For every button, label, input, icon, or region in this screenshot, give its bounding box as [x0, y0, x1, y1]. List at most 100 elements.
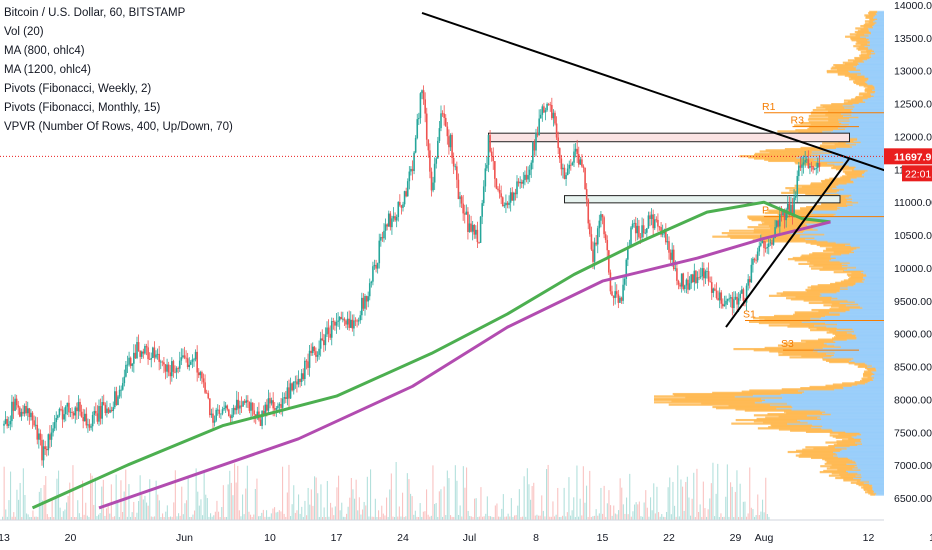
vpvr-bar-up	[828, 119, 850, 122]
vpvr-bar-down	[835, 241, 884, 244]
candle	[710, 282, 713, 293]
volume-bar	[378, 510, 380, 520]
pivot-label-s1: S1	[743, 309, 756, 321]
candle	[413, 152, 415, 172]
volume-bar	[259, 515, 261, 520]
volume-bar	[352, 489, 354, 520]
vpvr-bar-up	[728, 404, 792, 407]
vpvr-bar-up	[760, 240, 828, 243]
vpvr-bar-down	[819, 318, 884, 321]
legend-indicator-pivots-weekly[interactable]: Pivots (Fibonacci, Weekly, 2)	[4, 83, 152, 95]
volume-bar	[688, 497, 690, 520]
vpvr-bar-down	[832, 129, 884, 132]
volume-bar	[147, 505, 149, 520]
volume-bar	[90, 473, 92, 520]
candle	[38, 433, 40, 440]
vpvr-bar-down	[852, 197, 884, 200]
vpvr-bar-down	[834, 163, 884, 166]
vpvr-bar-down	[870, 50, 884, 54]
volume-bar	[133, 501, 135, 520]
vpvr-bar-down	[868, 37, 884, 41]
zone-rectangle-2[interactable]	[564, 195, 841, 204]
vpvr-bar-down	[851, 384, 884, 387]
ma-1200-line[interactable]	[98, 220, 831, 510]
vpvr-bar-down	[837, 323, 884, 326]
vpvr-bar-down	[800, 234, 884, 237]
candle	[532, 141, 534, 163]
volume-bar	[138, 501, 140, 520]
vpvr-bar-up	[856, 82, 868, 86]
vpvr-bar-down	[876, 13, 884, 16]
volume-bar	[211, 516, 213, 520]
vpvr-bar-up	[810, 287, 848, 290]
candle	[321, 338, 324, 341]
vpvr-bar-up	[814, 204, 848, 208]
vpvr-bar-up	[784, 148, 821, 151]
vpvr-bar-down	[870, 30, 884, 34]
candle	[764, 247, 767, 249]
candle	[226, 405, 229, 410]
candle	[424, 99, 426, 114]
candle	[34, 424, 37, 426]
candle	[676, 268, 678, 281]
volume-bar	[382, 513, 384, 520]
vpvr-bar-down	[839, 286, 884, 289]
legend-indicator-pivots-monthly[interactable]: Pivots (Fibonacci, Monthly, 15)	[4, 102, 161, 114]
volume-bar	[336, 487, 338, 520]
candle	[513, 192, 515, 201]
vpvr-bar-up	[833, 443, 858, 447]
vpvr-bar-up	[789, 189, 840, 192]
candle	[270, 400, 273, 404]
vpvr-bar-down	[839, 260, 884, 263]
vpvr-bar-down	[833, 214, 884, 217]
trendline-2[interactable]	[725, 157, 851, 328]
candle	[384, 224, 387, 231]
volume-bar	[174, 470, 176, 520]
legend-indicator-ma1200[interactable]: MA (1200, ohlc4)	[4, 64, 91, 76]
candle	[809, 165, 811, 169]
candle	[753, 258, 756, 260]
volume-bar	[533, 482, 535, 520]
ma-800-line[interactable]	[31, 200, 831, 510]
volume-bar	[102, 479, 104, 520]
volume-bar	[408, 479, 410, 520]
candle	[506, 202, 509, 205]
candle	[454, 166, 457, 168]
vpvr-bar-up	[850, 37, 869, 41]
candle	[261, 411, 263, 426]
vpvr-bar-up	[854, 363, 867, 366]
candle	[107, 408, 110, 413]
vpvr-bar-up	[809, 253, 842, 256]
volume-bar	[619, 478, 621, 520]
vpvr-bar-up	[843, 269, 864, 273]
vpvr-bar-down	[857, 138, 884, 141]
vpvr-bar-up	[842, 175, 865, 178]
candle	[622, 284, 624, 301]
legend-symbol-title[interactable]: Bitcoin / U.S. Dollar, 60, BITSTAMP	[4, 7, 186, 19]
candle	[403, 191, 406, 205]
vpvr-bar-down	[857, 472, 884, 475]
vpvr-bar-down	[834, 388, 884, 391]
candle	[152, 347, 154, 358]
candle	[98, 406, 100, 422]
candle	[718, 292, 721, 301]
volume-bar	[32, 510, 34, 520]
x-tick-label: 13	[0, 532, 10, 544]
candle	[14, 398, 16, 411]
volume-bar	[765, 477, 767, 520]
volume-bar	[726, 464, 728, 520]
candle	[88, 424, 91, 428]
legend-indicator-vol[interactable]: Vol (20)	[4, 26, 44, 38]
candle	[292, 381, 295, 391]
candle	[55, 417, 58, 423]
vpvr-bar-down	[865, 170, 884, 173]
candle	[343, 318, 346, 321]
candle	[468, 223, 471, 233]
volume-bar	[458, 514, 460, 520]
trendline-1[interactable]	[421, 11, 888, 173]
legend-indicator-ma800[interactable]: MA (800, ohlc4)	[4, 45, 85, 57]
vpvr-bar-down	[876, 21, 884, 24]
vpvr-bar-up	[788, 345, 841, 348]
legend-indicator-vpvr[interactable]: VPVR (Number Of Rows, 400, Up/Down, 70)	[4, 121, 233, 133]
